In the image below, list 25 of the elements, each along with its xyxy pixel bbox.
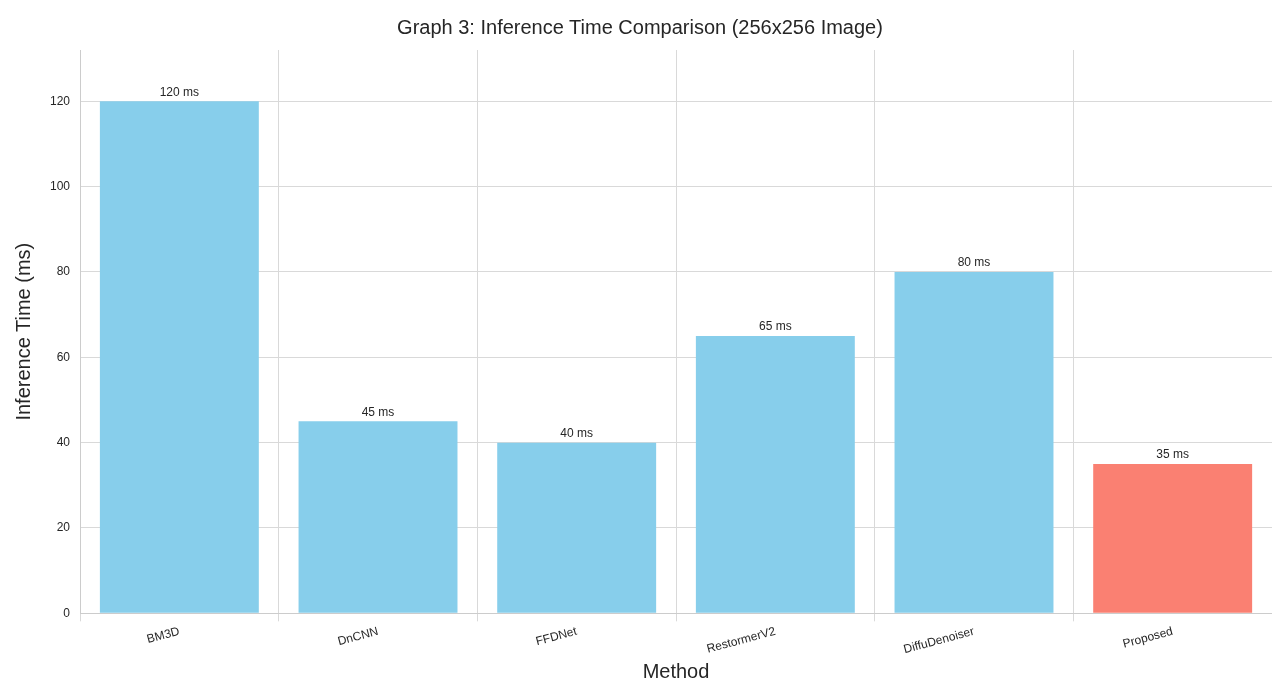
chart-title: Graph 3: Inference Time Comparison (256x256 Image) — [397, 15, 883, 38]
y-axis-title: Inference Time (ms) — [11, 242, 34, 421]
y-tick-label: 0 — [63, 605, 71, 620]
x-tick-label: FFDNet — [534, 623, 579, 649]
y-tick-label: 100 — [49, 178, 71, 193]
bar — [695, 335, 855, 613]
y-tick-label: 40 — [56, 434, 71, 449]
data-label: 120 ms — [159, 84, 200, 99]
x-tick-label: DnCNN — [336, 623, 380, 649]
y-tick-label: 60 — [56, 349, 71, 364]
y-tick-label: 80 — [56, 264, 71, 279]
data-label: 65 ms — [759, 319, 792, 334]
bar — [1093, 463, 1253, 613]
bar — [298, 421, 458, 613]
y-tick-label: 20 — [56, 520, 71, 535]
bar — [497, 442, 657, 613]
bar — [99, 101, 259, 613]
data-label: 45 ms — [361, 404, 395, 419]
x-axis-title: Method — [642, 659, 710, 682]
data-label: 40 ms — [560, 425, 594, 440]
y-tick-label: 120 — [49, 93, 71, 108]
data-label: 35 ms — [1156, 447, 1190, 462]
bar — [894, 271, 1054, 613]
data-label: 80 ms — [957, 255, 991, 270]
x-tick-label: BM3D — [145, 623, 182, 647]
